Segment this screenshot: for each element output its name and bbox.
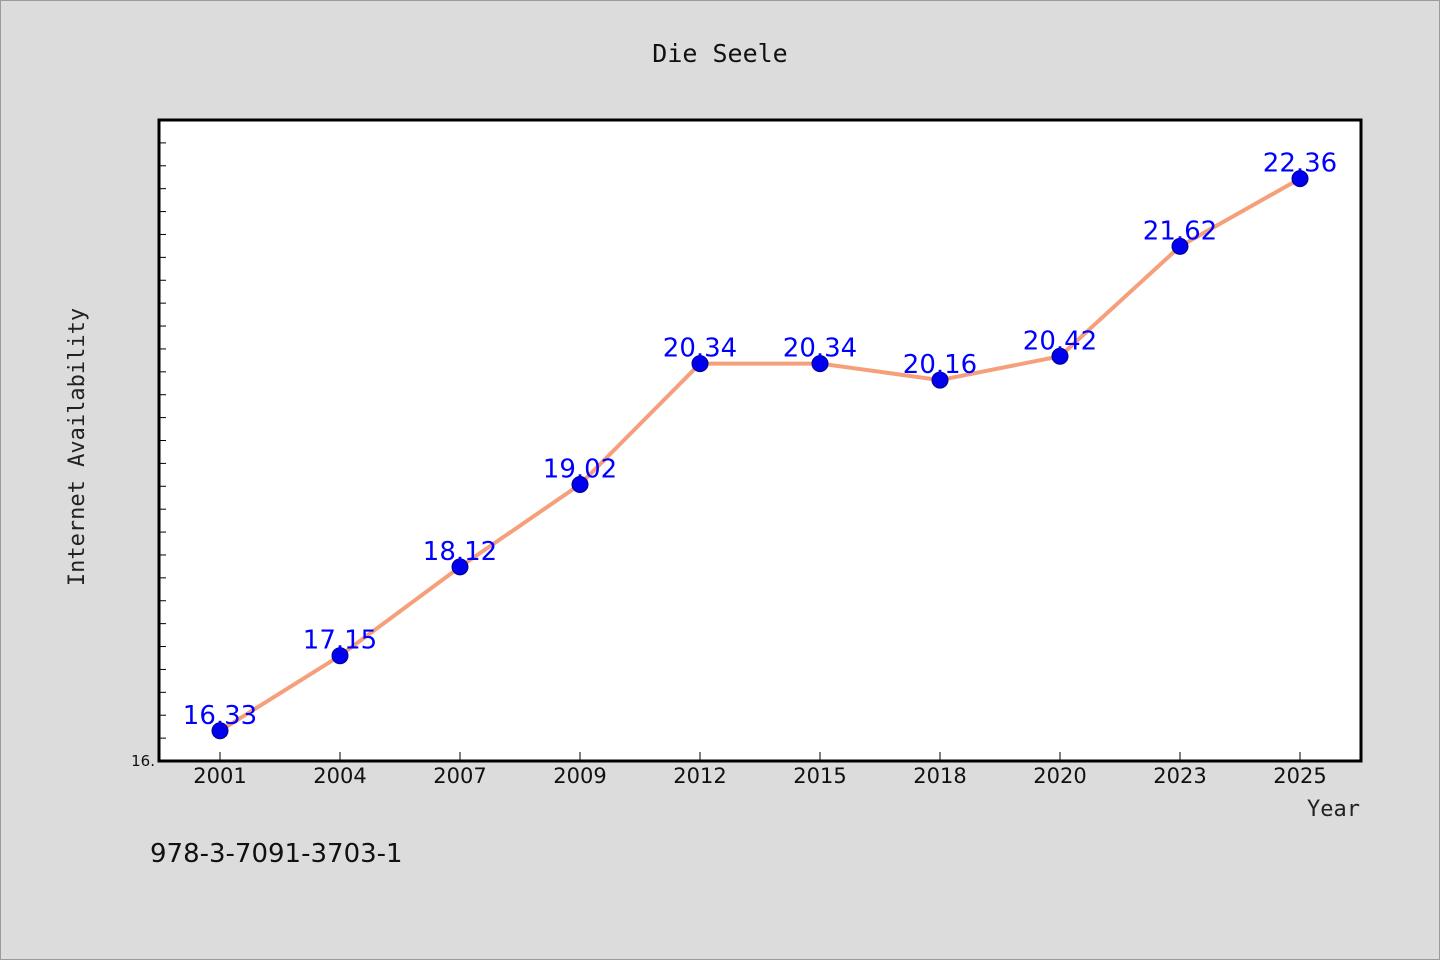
x-tick-label: 2004 (313, 764, 366, 788)
data-label: 20.34 (663, 334, 737, 364)
x-tick-label: 2009 (553, 764, 606, 788)
data-point (811, 355, 829, 373)
chart-title: Die Seele (652, 39, 787, 68)
data-point (691, 355, 709, 373)
data-labels: 16.33 17.15 18.12 19.02 20.34 20.34 20.16 20.42… (183, 149, 1337, 731)
data-point (1291, 170, 1309, 188)
data-label: 20.34 (783, 334, 857, 364)
data-label: 21.62 (1143, 216, 1217, 246)
x-axis-label: Year (1307, 797, 1360, 822)
data-point (931, 371, 949, 389)
x-axis-tick-labels: 2001 2004 2007 2009 2012 2015 2018 2020 2023 2025 (193, 764, 1326, 788)
y-axis-label: Internet Availability (65, 308, 90, 586)
x-tick-label: 2023 (1153, 764, 1206, 788)
data-label: 18.12 (423, 537, 497, 567)
isbn-text: 978-3-7091-3703-1 (150, 839, 403, 869)
data-markers (211, 170, 1309, 740)
data-point (451, 558, 469, 576)
y-axis-ticks (159, 142, 166, 739)
data-label: 22.36 (1263, 149, 1337, 179)
data-label: 16.33 (183, 701, 257, 731)
x-tick-label: 2020 (1033, 764, 1086, 788)
x-tick-label: 2018 (913, 764, 966, 788)
y-tick-label: 16. (131, 752, 155, 770)
data-point (1051, 347, 1069, 365)
x-tick-label: 2015 (793, 764, 846, 788)
data-label: 19.02 (543, 454, 617, 484)
plot-area (157, 118, 1363, 763)
x-axis-ticks (219, 752, 1301, 761)
data-label: 17.15 (303, 626, 377, 656)
x-tick-label: 2007 (433, 764, 486, 788)
data-label: 20.42 (1023, 326, 1097, 356)
data-point (211, 722, 229, 740)
y-axis-tick-labels: 16. (131, 752, 155, 770)
data-point (1171, 237, 1189, 255)
series-line (218, 176, 1301, 733)
x-tick-label: 2001 (193, 764, 246, 788)
data-label: 20.16 (903, 350, 977, 380)
data-point (331, 647, 349, 665)
data-point (571, 475, 589, 493)
x-tick-label: 2025 (1273, 764, 1326, 788)
x-tick-label: 2012 (673, 764, 726, 788)
